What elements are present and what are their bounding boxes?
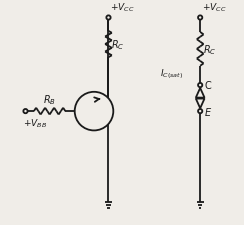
Text: $E$: $E$ — [204, 106, 212, 118]
Text: $I_{C(sat)}$: $I_{C(sat)}$ — [160, 67, 183, 81]
Circle shape — [106, 16, 111, 20]
Circle shape — [198, 16, 202, 20]
Circle shape — [23, 110, 28, 114]
Circle shape — [198, 110, 202, 114]
Text: C: C — [204, 81, 211, 91]
Text: $R_B$: $R_B$ — [43, 93, 56, 107]
Text: +$V_{BB}$: +$V_{BB}$ — [23, 117, 47, 130]
Circle shape — [198, 83, 202, 88]
Text: +$V_{CC}$: +$V_{CC}$ — [111, 1, 135, 14]
Text: $R_C$: $R_C$ — [111, 38, 125, 52]
Text: $R_C$: $R_C$ — [203, 43, 216, 56]
Text: +$V_{CC}$: +$V_{CC}$ — [202, 1, 227, 14]
Circle shape — [75, 92, 113, 131]
